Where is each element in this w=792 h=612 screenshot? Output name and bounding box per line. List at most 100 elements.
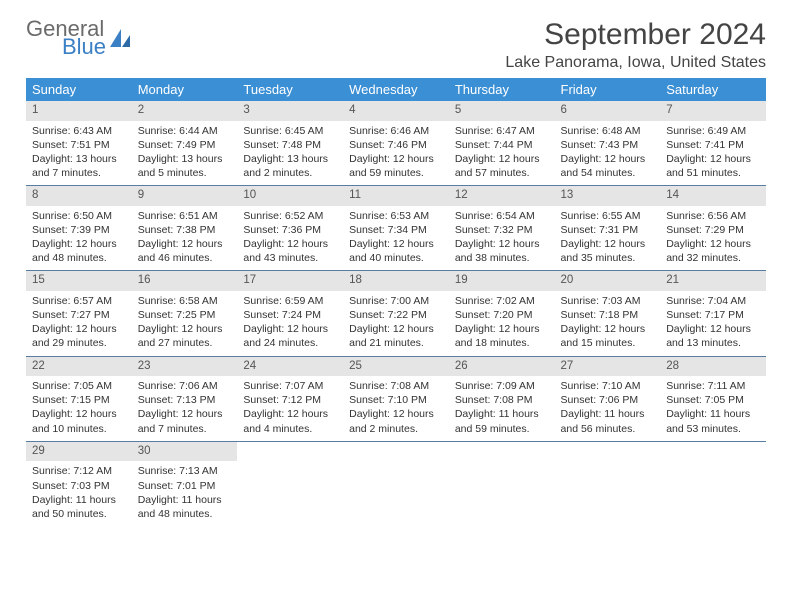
daylight-text: Daylight: 12 hours and 35 minutes. [561, 237, 655, 265]
sunrise-text: Sunrise: 7:02 AM [455, 294, 549, 308]
calendar-cell: 13 Sunrise: 6:55 AM Sunset: 7:31 PM Dayl… [555, 186, 661, 271]
sunrise-text: Sunrise: 6:52 AM [243, 209, 337, 223]
day-number: 9 [132, 186, 238, 206]
logo: General Blue [26, 18, 134, 58]
sunrise-text: Sunrise: 6:49 AM [666, 124, 760, 138]
day-number: 8 [26, 186, 132, 206]
day-number: 18 [343, 271, 449, 291]
calendar-cell: 3 Sunrise: 6:45 AM Sunset: 7:48 PM Dayli… [237, 101, 343, 186]
daylight-text: Daylight: 11 hours and 48 minutes. [138, 493, 232, 521]
sunset-text: Sunset: 7:29 PM [666, 223, 760, 237]
sunset-text: Sunset: 7:12 PM [243, 393, 337, 407]
calendar-cell-empty [555, 441, 661, 526]
day-body: Sunrise: 6:43 AM Sunset: 7:51 PM Dayligh… [26, 121, 132, 186]
sunrise-text: Sunrise: 6:48 AM [561, 124, 655, 138]
sunset-text: Sunset: 7:05 PM [666, 393, 760, 407]
weekday-header: Wednesday [343, 78, 449, 101]
day-number: 22 [26, 357, 132, 377]
daylight-text: Daylight: 12 hours and 7 minutes. [138, 407, 232, 435]
calendar-cell: 27 Sunrise: 7:10 AM Sunset: 7:06 PM Dayl… [555, 356, 661, 441]
calendar-cell-empty [343, 441, 449, 526]
day-body: Sunrise: 6:45 AM Sunset: 7:48 PM Dayligh… [237, 121, 343, 186]
sunrise-text: Sunrise: 6:56 AM [666, 209, 760, 223]
sunrise-text: Sunrise: 6:46 AM [349, 124, 443, 138]
day-body: Sunrise: 6:58 AM Sunset: 7:25 PM Dayligh… [132, 291, 238, 356]
sunrise-text: Sunrise: 7:06 AM [138, 379, 232, 393]
calendar-row: 29 Sunrise: 7:12 AM Sunset: 7:03 PM Dayl… [26, 441, 766, 526]
sunrise-text: Sunrise: 7:04 AM [666, 294, 760, 308]
calendar-cell-empty [660, 441, 766, 526]
day-body: Sunrise: 7:00 AM Sunset: 7:22 PM Dayligh… [343, 291, 449, 356]
sunset-text: Sunset: 7:17 PM [666, 308, 760, 322]
sunset-text: Sunset: 7:44 PM [455, 138, 549, 152]
calendar-cell: 19 Sunrise: 7:02 AM Sunset: 7:20 PM Dayl… [449, 271, 555, 356]
day-body: Sunrise: 7:04 AM Sunset: 7:17 PM Dayligh… [660, 291, 766, 356]
calendar-row: 1 Sunrise: 6:43 AM Sunset: 7:51 PM Dayli… [26, 101, 766, 186]
sunset-text: Sunset: 7:38 PM [138, 223, 232, 237]
sunrise-text: Sunrise: 6:47 AM [455, 124, 549, 138]
daylight-text: Daylight: 12 hours and 40 minutes. [349, 237, 443, 265]
day-number: 15 [26, 271, 132, 291]
sunset-text: Sunset: 7:13 PM [138, 393, 232, 407]
daylight-text: Daylight: 11 hours and 59 minutes. [455, 407, 549, 435]
day-body: Sunrise: 7:13 AM Sunset: 7:01 PM Dayligh… [132, 461, 238, 526]
day-body: Sunrise: 6:59 AM Sunset: 7:24 PM Dayligh… [237, 291, 343, 356]
calendar-cell: 17 Sunrise: 6:59 AM Sunset: 7:24 PM Dayl… [237, 271, 343, 356]
day-number: 5 [449, 101, 555, 121]
weekday-header: Thursday [449, 78, 555, 101]
calendar-cell: 5 Sunrise: 6:47 AM Sunset: 7:44 PM Dayli… [449, 101, 555, 186]
daylight-text: Daylight: 12 hours and 46 minutes. [138, 237, 232, 265]
day-body: Sunrise: 7:02 AM Sunset: 7:20 PM Dayligh… [449, 291, 555, 356]
sunrise-text: Sunrise: 6:53 AM [349, 209, 443, 223]
calendar-cell: 8 Sunrise: 6:50 AM Sunset: 7:39 PM Dayli… [26, 186, 132, 271]
day-number: 19 [449, 271, 555, 291]
sunset-text: Sunset: 7:24 PM [243, 308, 337, 322]
calendar-cell: 14 Sunrise: 6:56 AM Sunset: 7:29 PM Dayl… [660, 186, 766, 271]
calendar-cell: 25 Sunrise: 7:08 AM Sunset: 7:10 PM Dayl… [343, 356, 449, 441]
day-body: Sunrise: 7:10 AM Sunset: 7:06 PM Dayligh… [555, 376, 661, 441]
day-body: Sunrise: 6:52 AM Sunset: 7:36 PM Dayligh… [237, 206, 343, 271]
day-number: 13 [555, 186, 661, 206]
sunrise-text: Sunrise: 6:54 AM [455, 209, 549, 223]
day-number: 24 [237, 357, 343, 377]
day-body: Sunrise: 6:48 AM Sunset: 7:43 PM Dayligh… [555, 121, 661, 186]
calendar-row: 15 Sunrise: 6:57 AM Sunset: 7:27 PM Dayl… [26, 271, 766, 356]
weekday-header: Friday [555, 78, 661, 101]
daylight-text: Daylight: 12 hours and 18 minutes. [455, 322, 549, 350]
daylight-text: Daylight: 12 hours and 48 minutes. [32, 237, 126, 265]
day-number: 29 [26, 442, 132, 462]
page-subtitle: Lake Panorama, Iowa, United States [505, 54, 766, 72]
calendar-cell: 29 Sunrise: 7:12 AM Sunset: 7:03 PM Dayl… [26, 441, 132, 526]
day-body: Sunrise: 6:51 AM Sunset: 7:38 PM Dayligh… [132, 206, 238, 271]
day-body: Sunrise: 6:54 AM Sunset: 7:32 PM Dayligh… [449, 206, 555, 271]
sunrise-text: Sunrise: 7:12 AM [32, 464, 126, 478]
sunrise-text: Sunrise: 7:10 AM [561, 379, 655, 393]
sunrise-text: Sunrise: 7:09 AM [455, 379, 549, 393]
day-body: Sunrise: 7:07 AM Sunset: 7:12 PM Dayligh… [237, 376, 343, 441]
day-number: 2 [132, 101, 238, 121]
sunset-text: Sunset: 7:46 PM [349, 138, 443, 152]
sunrise-text: Sunrise: 6:55 AM [561, 209, 655, 223]
sunset-text: Sunset: 7:43 PM [561, 138, 655, 152]
sunset-text: Sunset: 7:32 PM [455, 223, 549, 237]
day-number: 21 [660, 271, 766, 291]
sunrise-text: Sunrise: 6:50 AM [32, 209, 126, 223]
calendar-cell: 28 Sunrise: 7:11 AM Sunset: 7:05 PM Dayl… [660, 356, 766, 441]
calendar-row: 8 Sunrise: 6:50 AM Sunset: 7:39 PM Dayli… [26, 186, 766, 271]
calendar-cell: 21 Sunrise: 7:04 AM Sunset: 7:17 PM Dayl… [660, 271, 766, 356]
day-body: Sunrise: 7:12 AM Sunset: 7:03 PM Dayligh… [26, 461, 132, 526]
sunset-text: Sunset: 7:08 PM [455, 393, 549, 407]
daylight-text: Daylight: 12 hours and 32 minutes. [666, 237, 760, 265]
daylight-text: Daylight: 12 hours and 4 minutes. [243, 407, 337, 435]
day-body: Sunrise: 7:03 AM Sunset: 7:18 PM Dayligh… [555, 291, 661, 356]
sunset-text: Sunset: 7:39 PM [32, 223, 126, 237]
sunset-text: Sunset: 7:06 PM [561, 393, 655, 407]
day-number: 11 [343, 186, 449, 206]
sunrise-text: Sunrise: 7:07 AM [243, 379, 337, 393]
sunset-text: Sunset: 7:22 PM [349, 308, 443, 322]
calendar-cell: 30 Sunrise: 7:13 AM Sunset: 7:01 PM Dayl… [132, 441, 238, 526]
day-number: 20 [555, 271, 661, 291]
day-body: Sunrise: 7:05 AM Sunset: 7:15 PM Dayligh… [26, 376, 132, 441]
day-body: Sunrise: 6:53 AM Sunset: 7:34 PM Dayligh… [343, 206, 449, 271]
calendar-cell: 20 Sunrise: 7:03 AM Sunset: 7:18 PM Dayl… [555, 271, 661, 356]
